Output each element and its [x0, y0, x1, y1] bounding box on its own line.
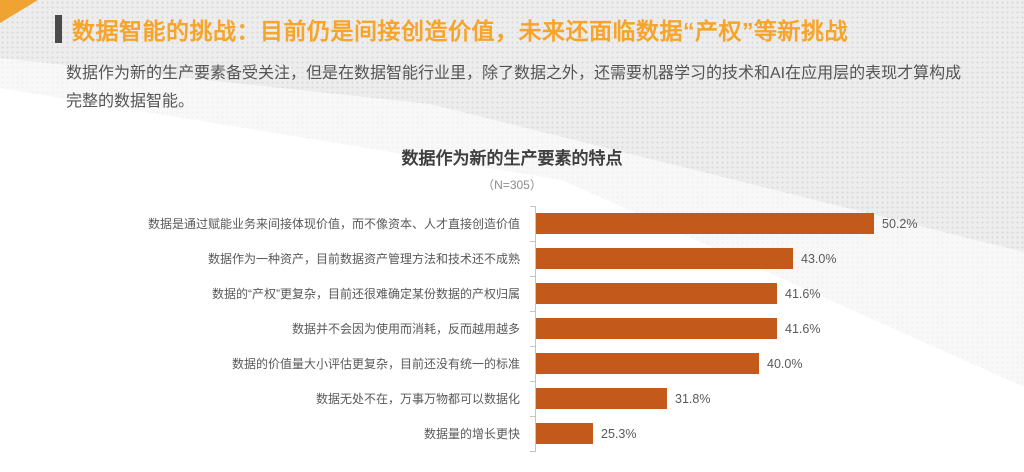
body-line-2: 完整的数据智能。: [66, 93, 195, 110]
category-label: 数据作为一种资产，目前数据资产管理方法和技术还不成熟: [207, 252, 520, 266]
value-label: 41.6%: [785, 286, 821, 301]
chart-axis-line: [535, 206, 536, 452]
bar-wrap: 41.6%: [536, 283, 820, 304]
bar-wrap: 50.2%: [536, 213, 917, 234]
value-label: 40.0%: [767, 356, 803, 371]
bar: [536, 318, 777, 339]
bar: [536, 283, 777, 304]
category-label: 数据量的增长更快: [423, 427, 520, 441]
chart-row: 数据是通过赋能业务来间接体现价值，而不像资本、人才直接创造价值 50.2%: [66, 206, 917, 241]
chart-rows: 数据是通过赋能业务来间接体现价值，而不像资本、人才直接创造价值 50.2% 数据作为…: [66, 206, 917, 451]
value-label: 25.3%: [601, 426, 637, 441]
chart-axis-ticks: [530, 206, 535, 452]
category-label: 数据的“产权”更复杂，目前还很难确定某份数据的产权归属: [212, 287, 520, 301]
slide-title: 数据智能的挑战：目前仍是间接创造价值，未来还面临数据“产权”等新挑战: [72, 18, 848, 44]
chart-row: 数据并不会因为使用而消耗，反而越用越多 41.6%: [66, 311, 917, 346]
value-label: 41.6%: [785, 321, 821, 336]
chart-row: 数据的价值量大小评估更复杂，目前还没有统一的标准 40.0%: [66, 346, 917, 381]
bar-wrap: 25.3%: [536, 423, 636, 444]
bar: [536, 213, 874, 234]
bar-wrap: 40.0%: [536, 353, 802, 374]
slide-header: 数据智能的挑战：目前仍是间接创造价值，未来还面临数据“产权”等新挑战: [55, 12, 848, 46]
bar: [536, 388, 667, 409]
title-tick-bar: [55, 15, 62, 43]
category-label: 数据并不会因为使用而消耗，反而越用越多: [291, 322, 520, 336]
bar: [536, 248, 793, 269]
value-label: 50.2%: [882, 216, 918, 231]
bar-wrap: 43.0%: [536, 248, 836, 269]
category-label: 数据的价值量大小评估更复杂，目前还没有统一的标准: [231, 357, 520, 371]
category-label: 数据无处不在，万事万物都可以数据化: [315, 392, 520, 406]
bar-wrap: 41.6%: [536, 318, 820, 339]
chart-title: 数据作为新的生产要素的特点: [401, 149, 623, 168]
bar: [536, 423, 593, 444]
value-label: 43.0%: [801, 251, 837, 266]
chart-subtitle: （N=305）: [482, 178, 542, 192]
body-paragraph: 数据作为新的生产要素备受关注，但是在数据智能行业里，除了数据之外，还需要机器学习…: [66, 60, 1006, 116]
chart-row: 数据作为一种资产，目前数据资产管理方法和技术还不成熟 43.0%: [66, 241, 917, 276]
chart-row: 数据的“产权”更复杂，目前还很难确定某份数据的产权归属 41.6%: [66, 276, 917, 311]
body-line-1: 数据作为新的生产要素备受关注，但是在数据智能行业里，除了数据之外，还需要机器学习…: [66, 65, 962, 82]
bar-wrap: 31.8%: [536, 388, 710, 409]
value-label: 31.8%: [675, 391, 711, 406]
chart-row: 数据无处不在，万事万物都可以数据化 31.8%: [66, 381, 917, 416]
bar: [536, 353, 759, 374]
category-label: 数据是通过赋能业务来间接体现价值，而不像资本、人才直接创造价值: [147, 217, 520, 231]
chart-row: 数据量的增长更快 25.3%: [66, 416, 917, 451]
